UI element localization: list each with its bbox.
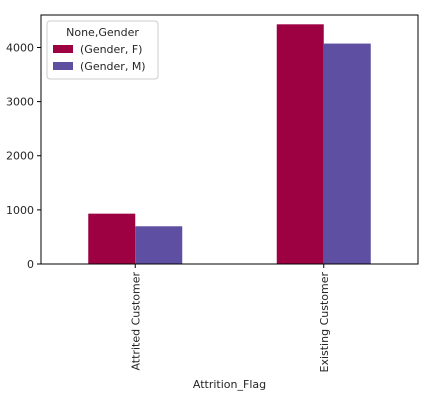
- legend-box: [46, 20, 159, 80]
- plot-frame: [40, 14, 419, 265]
- x-axis: Attrited Customer Existing Customer: [129, 264, 331, 373]
- legend: None,Gender (Gender, F) (Gender, M): [46, 20, 159, 80]
- bar-existing-customer-f: [276, 24, 324, 264]
- bars-layer: [88, 24, 371, 264]
- bar-existing-customer-m: [323, 43, 371, 264]
- legend-swatch: [53, 62, 73, 70]
- y-tick-label: 4000: [6, 41, 34, 54]
- bar-attrited-customer-m: [135, 226, 183, 264]
- legend-title: None,Gender: [66, 26, 139, 39]
- legend-label: (Gender, M): [80, 60, 146, 73]
- legend-items: (Gender, F) (Gender, M): [53, 43, 146, 73]
- x-tick-label: Attrited Customer: [129, 272, 142, 371]
- legend-swatch: [53, 45, 73, 53]
- y-axis: 0 1000 2000 3000 4000: [6, 41, 41, 271]
- x-axis-label: Attrition_Flag: [193, 378, 266, 391]
- y-tick-label: 1000: [6, 204, 34, 217]
- y-tick-label: 2000: [6, 150, 34, 163]
- bar-attrited-customer-f: [88, 213, 136, 264]
- y-tick-label: 0: [27, 258, 34, 271]
- y-tick-label: 3000: [6, 96, 34, 109]
- x-tick-label: Existing Customer: [318, 272, 331, 373]
- legend-label: (Gender, F): [80, 43, 142, 56]
